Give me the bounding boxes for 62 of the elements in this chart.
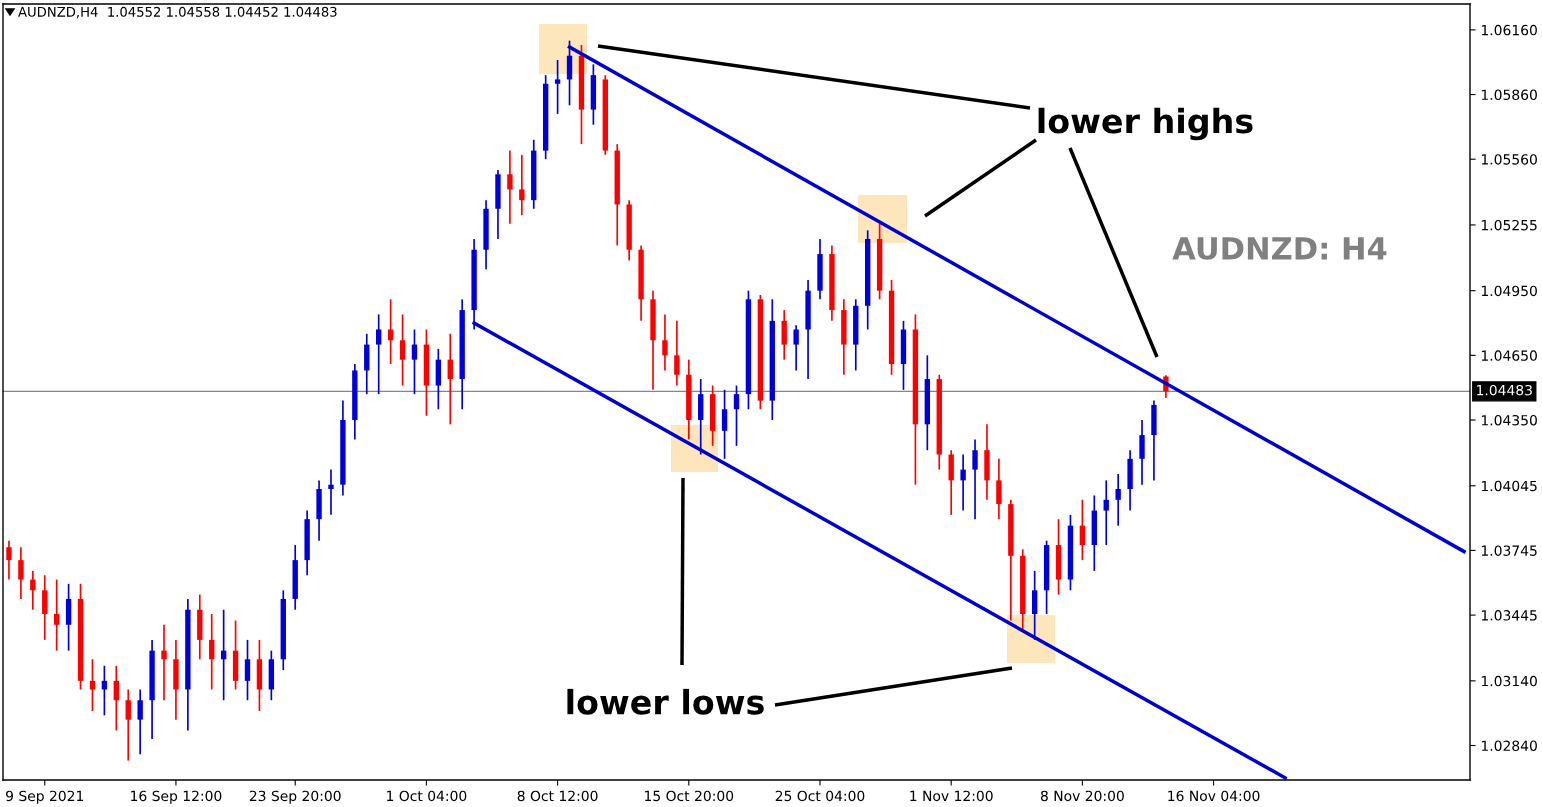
x-tick-label: 16 Sep 12:00 bbox=[131, 790, 222, 804]
y-tick-label: 1.03445 bbox=[1481, 610, 1537, 621]
x-tick-label: 8 Oct 12:00 bbox=[517, 790, 598, 802]
candlestick bbox=[566, 39, 573, 107]
candlestick bbox=[662, 313, 668, 372]
candlestick bbox=[53, 578, 60, 652]
candlestick bbox=[721, 389, 728, 460]
y-tick-label: 1.04650 bbox=[1481, 350, 1537, 361]
x-tick-label: 16 Nov 04:00 bbox=[1168, 790, 1260, 802]
chart-title: AUDNZD,H4 1.04552 1.04558 1.04452 1.04483 bbox=[18, 6, 337, 19]
x-tick-label: 23 Sep 20:00 bbox=[249, 790, 341, 804]
candlestick bbox=[996, 457, 1002, 521]
candlestick bbox=[1115, 473, 1121, 527]
x-tick-label: 1 Oct 04:00 bbox=[387, 790, 467, 802]
y-tick-label: 1.03745 bbox=[1481, 545, 1537, 556]
y-tick-label: 1.04950 bbox=[1481, 285, 1537, 297]
candlestick bbox=[209, 613, 215, 691]
x-tick-label: 9 Sep 2021 bbox=[6, 790, 84, 804]
candlestick bbox=[507, 149, 513, 225]
candlestick bbox=[376, 313, 382, 395]
y-tick-label: 1.05560 bbox=[1481, 154, 1537, 165]
candlestick bbox=[244, 639, 251, 702]
candlestick bbox=[1031, 570, 1038, 641]
candlestick bbox=[793, 324, 799, 372]
candlestick bbox=[6, 539, 12, 581]
y-tick-label: 1.04350 bbox=[1481, 414, 1537, 426]
candlestick bbox=[42, 574, 48, 641]
candlestick bbox=[519, 154, 525, 217]
candlestick bbox=[1079, 498, 1086, 561]
x-tick-label: 8 Nov 20:00 bbox=[1040, 790, 1124, 802]
candlestick bbox=[972, 438, 978, 521]
candlestick bbox=[137, 688, 143, 755]
y-tick-label: 1.05255 bbox=[1481, 219, 1537, 231]
annotation: AUDNZD: H4 bbox=[1172, 237, 1387, 260]
x-tick-label: 25 Oct 04:00 bbox=[775, 790, 865, 802]
x-tick-label: 1 Nov 12:00 bbox=[910, 790, 993, 802]
candlestick bbox=[674, 320, 680, 387]
y-tick-label: 1.02840 bbox=[1481, 740, 1537, 751]
x-tick-label: 15 Oct 20:00 bbox=[645, 790, 734, 802]
candlestick bbox=[1103, 479, 1109, 546]
ref-line-label: 1.04483 bbox=[1477, 384, 1532, 396]
candlestick bbox=[113, 664, 119, 732]
candlestick bbox=[399, 313, 406, 387]
annotation: lower lows bbox=[567, 688, 764, 715]
candlestick bbox=[387, 298, 394, 365]
candlestick bbox=[328, 468, 334, 516]
candlestick bbox=[161, 623, 167, 702]
candlestick bbox=[733, 384, 740, 447]
y-tick-label: 1.04045 bbox=[1481, 480, 1537, 492]
annotation: lower highs bbox=[1038, 107, 1253, 141]
y-tick-label: 1.03140 bbox=[1481, 675, 1537, 687]
y-tick-label: 1.06160 bbox=[1481, 24, 1537, 36]
candlestick bbox=[125, 688, 131, 762]
candlestick bbox=[30, 570, 36, 611]
candlestick bbox=[781, 309, 787, 361]
y-tick-label: 1.05860 bbox=[1481, 89, 1537, 101]
candlestick bbox=[447, 332, 453, 426]
candlestick bbox=[554, 59, 561, 115]
candlestick bbox=[960, 453, 966, 512]
candlestick bbox=[18, 546, 24, 600]
candlestick bbox=[1139, 419, 1145, 486]
candlestick bbox=[411, 328, 418, 395]
